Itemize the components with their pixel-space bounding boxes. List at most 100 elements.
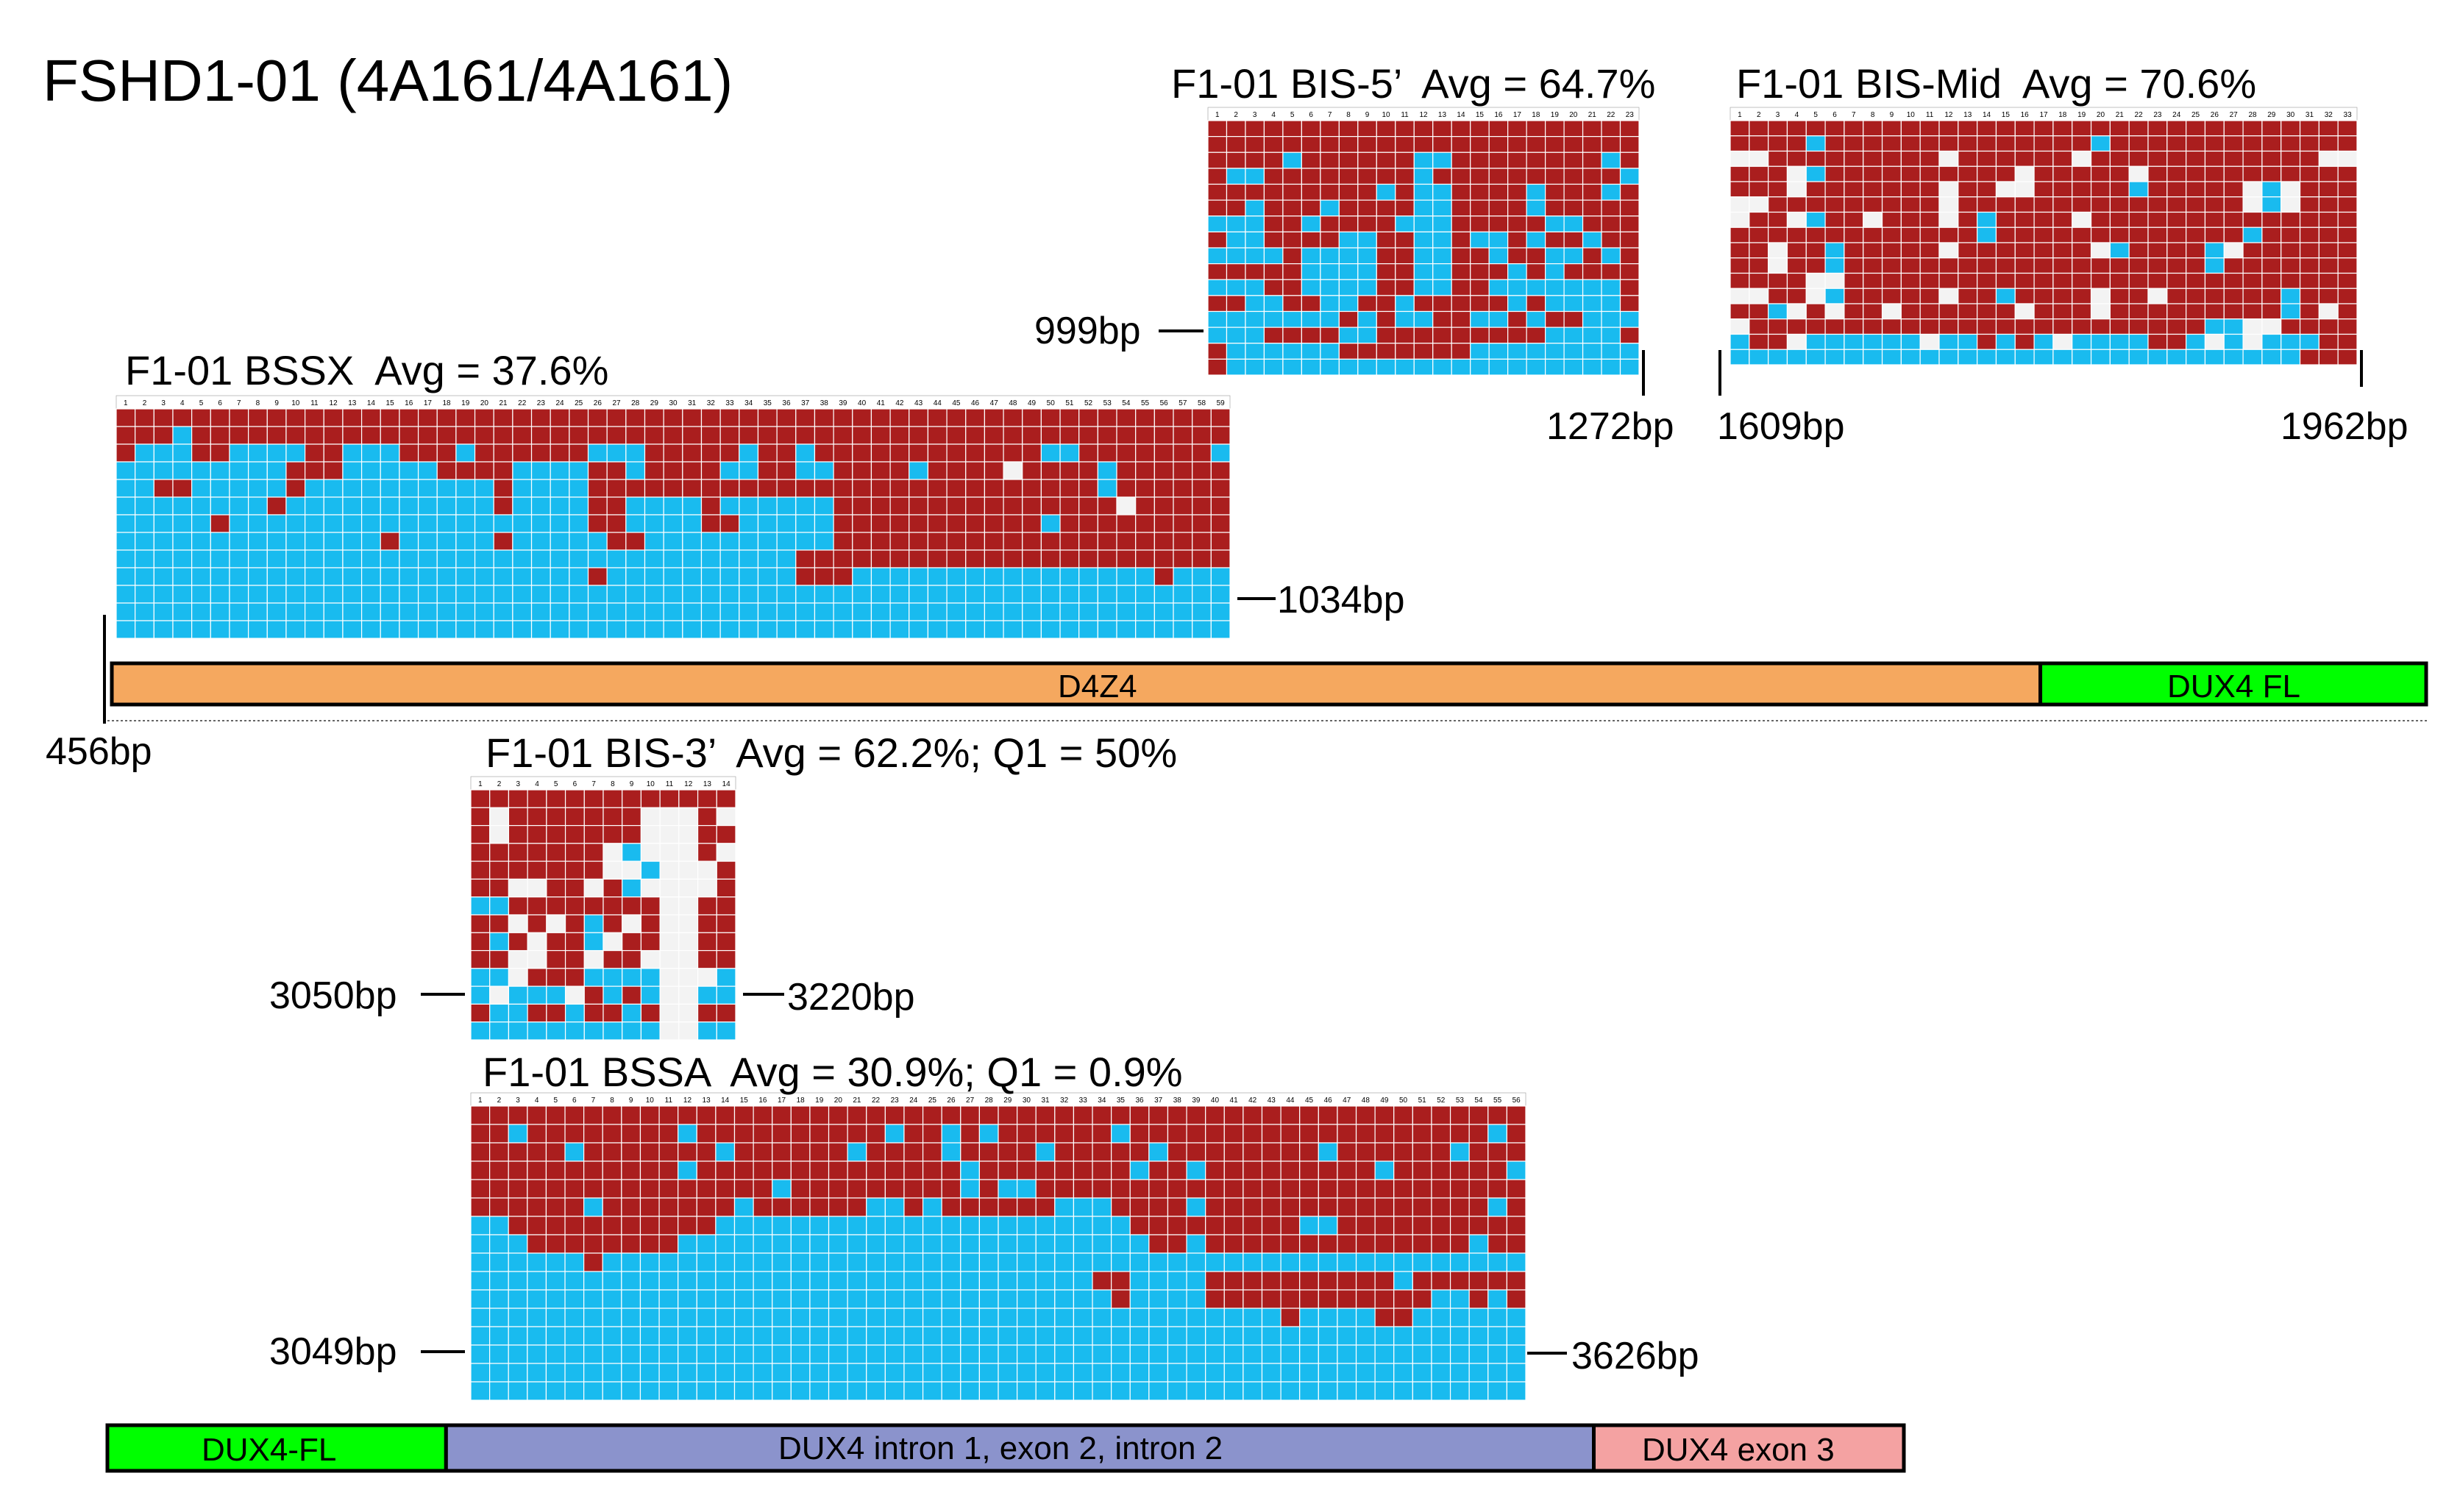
cpg-cell: [2090, 349, 2111, 365]
cpg-cell: [2128, 333, 2149, 350]
cpg-cell: [1207, 168, 1228, 185]
cpg-cell: [323, 549, 344, 568]
cpg-cell: [2109, 257, 2130, 274]
cpg-cell: [474, 620, 494, 639]
cpg-cell: [1318, 1124, 1338, 1144]
cpg-cell: [135, 496, 154, 516]
cpg-cell: [1301, 263, 1321, 280]
bssa-left-label: 3049bp: [269, 1330, 397, 1373]
cpg-cell: [640, 878, 661, 898]
cpg-cell: [2337, 165, 2358, 182]
cpg-cell: [663, 514, 683, 533]
cpg-cell: [1900, 181, 1921, 198]
column-number: 14: [1983, 111, 1991, 119]
cpg-cell: [776, 585, 797, 604]
cpg-cell: [1374, 1252, 1395, 1272]
cpg-cell: [1393, 1252, 1413, 1272]
cpg-cell: [1958, 303, 1978, 320]
cpg-cell: [941, 1289, 961, 1309]
cpg-cell: [546, 914, 566, 933]
cpg-cell: [1148, 1160, 1169, 1180]
cpg-cell: [658, 1252, 679, 1272]
cpg-cell: [1092, 1363, 1112, 1383]
cpg-cell: [884, 1142, 905, 1162]
cpg-cell: [1451, 279, 1471, 296]
cpg-cell: [639, 1124, 660, 1144]
cpg-cell: [172, 443, 193, 463]
cpg-cell: [1092, 1124, 1112, 1144]
cpg-cell: [658, 1363, 679, 1383]
cpg-cell: [1135, 549, 1155, 568]
cpg-cell: [790, 1124, 811, 1144]
cpg-cell: [1582, 279, 1602, 296]
cpg-cell: [602, 1289, 622, 1309]
cpg-cell: [1017, 1160, 1037, 1180]
cpg-cell: [508, 824, 528, 844]
cpg-cell: [1938, 165, 1959, 182]
cpg-cell: [1355, 1344, 1376, 1364]
cpg-cell: [1995, 303, 2016, 320]
cpg-cell: [1097, 443, 1117, 463]
cpg-cell: [1376, 215, 1396, 232]
cpg-cell: [1413, 215, 1434, 232]
cpg-cell: [436, 620, 457, 639]
column-number: 31: [1041, 1096, 1050, 1105]
cpg-cell: [2223, 150, 2244, 167]
cpg-cell: [1207, 327, 1228, 344]
cpg-cell: [1073, 1308, 1093, 1327]
cpg-cell: [1054, 1124, 1075, 1144]
cpg-cell: [1431, 1160, 1451, 1180]
cpg-cell: [1035, 1344, 1056, 1364]
cpg-cell: [922, 1216, 942, 1235]
column-number: 28: [631, 399, 640, 407]
cpg-cell: [1768, 227, 1788, 243]
cpg-cell: [715, 1289, 736, 1309]
cpg-cell: [172, 567, 193, 586]
cpg-cell: [266, 549, 287, 568]
cpg-cell: [2052, 150, 2073, 167]
cpg-cell: [323, 408, 344, 427]
cpg-cell: [153, 408, 174, 427]
cpg-cell: [659, 932, 680, 952]
cpg-cell: [1977, 135, 1997, 152]
cpg-cell: [1282, 151, 1302, 169]
cpg-cell: [587, 514, 608, 533]
cpg-cell: [715, 1197, 736, 1217]
cpg-cell: [2109, 196, 2130, 213]
column-number: 58: [1198, 399, 1206, 407]
cpg-cell: [1192, 602, 1212, 621]
cpg-cell: [1338, 136, 1359, 153]
cpg-cell: [1078, 602, 1098, 621]
cpg-cell: [546, 824, 566, 844]
cpg-cell: [2147, 242, 2168, 259]
cpg-cell: [1357, 120, 1377, 138]
column-number: 6: [218, 399, 222, 407]
cpg-cell: [1318, 1234, 1338, 1254]
cpg-cell: [2109, 333, 2130, 350]
cpg-cell: [1035, 1197, 1056, 1217]
cpg-cell: [1320, 151, 1340, 169]
cpg-cell: [739, 514, 759, 533]
cpg-cell: [1355, 1160, 1376, 1180]
cpg-cell: [1958, 288, 1978, 304]
cpg-cell: [639, 1381, 660, 1401]
cpg-cell: [360, 461, 381, 480]
column-number: 32: [707, 399, 716, 407]
cpg-cell: [1958, 196, 1978, 213]
cpg-cell: [790, 1179, 811, 1199]
cpg-cell: [814, 514, 834, 533]
cpg-cell: [530, 479, 551, 498]
cpg-cell: [489, 807, 510, 827]
cpg-cell: [1487, 1179, 1508, 1199]
cpg-cell: [753, 1344, 773, 1364]
cpg-cell: [828, 1124, 848, 1144]
cpg-cell: [1431, 1105, 1451, 1125]
cpg-cell: [1223, 1234, 1244, 1254]
cpg-cell: [870, 585, 891, 604]
column-number: 48: [1009, 399, 1017, 407]
cpg-cell: [2186, 288, 2206, 304]
cpg-cell: [1881, 135, 1902, 152]
column-number: 3: [1253, 111, 1257, 119]
cpg-cell: [1432, 310, 1452, 328]
cpg-cell: [1431, 1363, 1451, 1383]
